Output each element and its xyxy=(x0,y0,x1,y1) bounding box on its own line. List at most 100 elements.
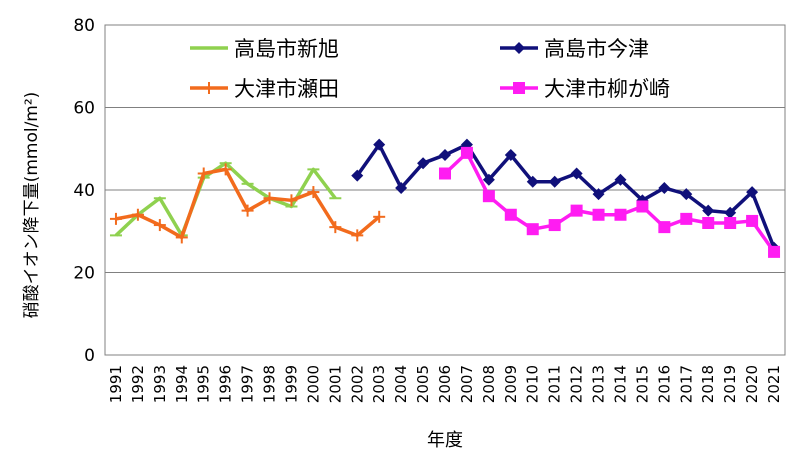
legend-label: 高島市新旭 xyxy=(234,37,339,61)
x-tick-label: 2010 xyxy=(524,365,542,403)
data-point xyxy=(351,169,364,182)
x-tick-label: 2019 xyxy=(721,365,739,403)
x-axis-label: 年度 xyxy=(427,430,463,451)
x-tick-label: 2006 xyxy=(436,365,454,403)
data-point xyxy=(702,204,715,217)
data-point xyxy=(263,192,276,205)
data-point xyxy=(658,221,671,234)
x-tick-label: 2009 xyxy=(502,365,520,403)
data-point xyxy=(768,245,781,258)
x-tick-label: 1994 xyxy=(173,365,191,403)
x-tick-label: 2015 xyxy=(633,365,651,403)
x-tick-label: 1999 xyxy=(282,365,300,403)
x-tick-label: 2011 xyxy=(546,365,564,403)
data-point xyxy=(548,219,561,232)
x-tick-label: 2007 xyxy=(458,365,476,403)
data-point xyxy=(746,186,759,199)
series-line xyxy=(443,151,776,253)
legend-marker xyxy=(513,82,525,94)
x-tick-label: 2000 xyxy=(304,365,322,403)
data-point xyxy=(658,181,671,194)
data-point xyxy=(702,217,715,229)
data-point xyxy=(219,163,232,176)
series-layer xyxy=(109,138,781,258)
x-tick-label: 2004 xyxy=(392,365,410,403)
data-point xyxy=(746,214,759,227)
x-tick-label: 2013 xyxy=(590,365,608,403)
x-tick-label: 1995 xyxy=(195,365,213,403)
data-point xyxy=(680,212,693,225)
y-tick-label: 40 xyxy=(73,181,95,201)
x-axis-ticks: 1991 1992 1993 1994 1995 1996 1997 1998 1999 2000… xyxy=(107,365,783,403)
data-point xyxy=(439,148,451,161)
data-point xyxy=(592,208,605,221)
legend-marker xyxy=(203,82,215,94)
y-axis-label: 硝酸イオン降下量(mmol/m²) xyxy=(22,92,42,319)
legend-item: 大津市瀬田 xyxy=(190,77,339,101)
data-point xyxy=(417,157,430,170)
data-point xyxy=(614,208,627,221)
data-point xyxy=(460,146,473,159)
data-point xyxy=(724,206,737,219)
data-point xyxy=(526,223,539,236)
x-tick-label: 2008 xyxy=(480,365,498,403)
x-tick-label: 2021 xyxy=(765,365,783,403)
plot-area-frame xyxy=(104,24,786,356)
data-point xyxy=(592,188,605,201)
data-point xyxy=(373,210,386,223)
gridlines xyxy=(105,107,785,273)
legend-item: 高島市今津 xyxy=(500,37,649,61)
data-point xyxy=(570,204,583,217)
data-point xyxy=(109,212,122,225)
x-tick-label: 1998 xyxy=(261,365,279,403)
series-line xyxy=(355,142,776,249)
legend-item: 高島市新旭 xyxy=(190,37,339,61)
data-point xyxy=(614,173,627,186)
data-point xyxy=(395,181,408,194)
legend-marker xyxy=(513,42,525,54)
data-point xyxy=(482,190,495,203)
series-1 xyxy=(109,163,386,244)
legend-label: 高島市今津 xyxy=(544,37,649,61)
data-point xyxy=(153,219,166,232)
x-tick-label: 2001 xyxy=(326,365,344,403)
data-point xyxy=(329,221,342,234)
legend-label: 大津市柳が崎 xyxy=(544,77,670,101)
x-tick-label: 2018 xyxy=(699,365,717,403)
data-point xyxy=(680,188,693,201)
x-tick-label: 1993 xyxy=(151,365,169,403)
data-point xyxy=(175,231,188,244)
data-point xyxy=(548,175,561,188)
x-tick-label: 2014 xyxy=(611,365,629,403)
data-point xyxy=(724,217,737,229)
data-point xyxy=(285,194,298,207)
x-tick-label: 1992 xyxy=(129,365,147,403)
data-point xyxy=(636,200,649,213)
data-point xyxy=(131,208,144,221)
y-axis-ticks: 0 20 40 60 80 xyxy=(73,16,95,366)
data-point xyxy=(570,167,583,180)
x-tick-label: 2005 xyxy=(414,365,432,403)
series-2 xyxy=(351,138,781,254)
data-point xyxy=(526,175,539,188)
data-point xyxy=(482,173,495,186)
data-point xyxy=(197,167,210,180)
legend-item: 大津市柳が崎 xyxy=(500,77,670,101)
data-point xyxy=(351,229,364,242)
series-3 xyxy=(439,146,781,258)
legend-label: 大津市瀬田 xyxy=(234,77,339,101)
x-tick-label: 2012 xyxy=(568,365,586,403)
data-point xyxy=(373,138,386,151)
y-tick-label: 20 xyxy=(73,264,95,284)
x-tick-label: 2017 xyxy=(677,365,695,403)
data-point xyxy=(439,167,451,180)
x-tick-label: 2016 xyxy=(655,365,673,403)
x-tick-label: 1997 xyxy=(239,365,257,403)
y-tick-label: 60 xyxy=(73,99,95,119)
data-point xyxy=(504,208,517,221)
y-tick-label: 80 xyxy=(73,16,95,36)
x-tick-label: 1996 xyxy=(217,365,235,403)
x-tick-label: 1991 xyxy=(107,365,125,403)
data-point xyxy=(241,204,254,217)
